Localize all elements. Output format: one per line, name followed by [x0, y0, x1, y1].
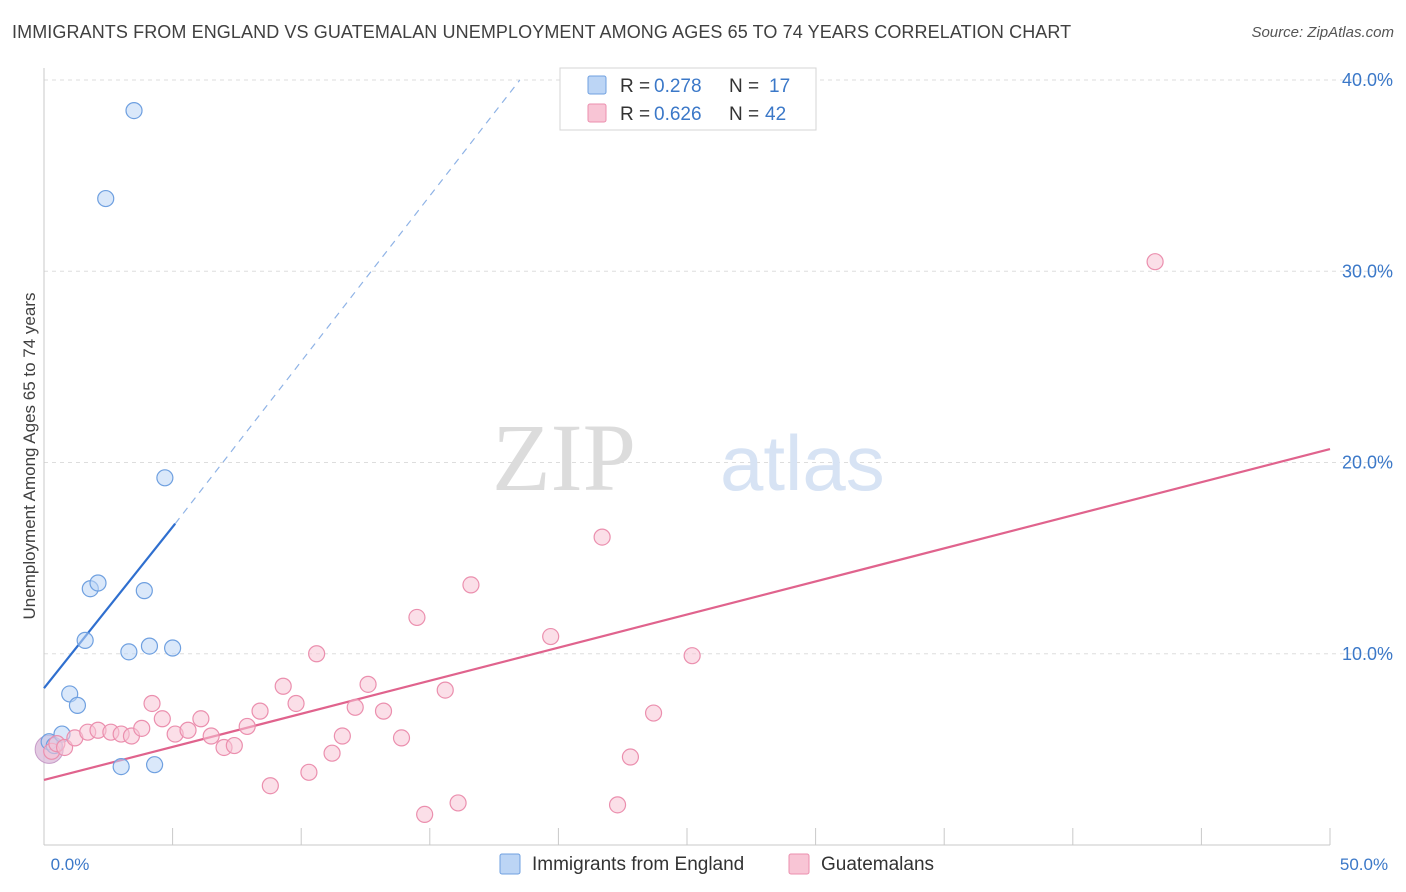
legend-swatch-england — [499, 853, 521, 875]
point-guatemalans-9 — [133, 719, 151, 737]
x-tick-label-max: 50.0% — [1340, 855, 1388, 874]
source-note: Source: ZipAtlas.com — [1251, 24, 1394, 41]
stats-legend: R = 0.278 N = 17 R = 0.626 N = 42 — [559, 67, 817, 131]
point-england-9 — [112, 757, 130, 776]
stats-r-value-england: 0.278 — [654, 76, 702, 97]
point-guatemalans-40 — [644, 704, 663, 722]
point-guatemalans-20 — [261, 777, 279, 795]
x-tick-label-min: 0.0% — [51, 855, 90, 874]
point-guatemalans-24 — [308, 645, 326, 663]
point-guatemalans-34 — [449, 794, 467, 812]
point-guatemalans-30 — [392, 729, 411, 747]
point-guatemalans-28 — [359, 675, 377, 693]
stats-r-value-guatemalans: 0.626 — [654, 104, 702, 125]
y-tick-labels: 10.0% 20.0% 30.0% 40.0% — [1342, 70, 1393, 664]
point-guatemalans-10 — [143, 694, 161, 713]
stats-swatch-england — [587, 75, 607, 95]
point-guatemalans-29 — [374, 702, 393, 720]
y-tick-label-20: 20.0% — [1342, 453, 1393, 473]
data-points — [34, 101, 1164, 824]
point-guatemalans-21 — [274, 677, 292, 695]
watermark-atlas: atlas — [720, 419, 885, 507]
point-guatemalans-32 — [416, 805, 434, 824]
point-guatemalans-27 — [346, 698, 364, 716]
stats-n-value-guatemalans: 42 — [765, 104, 786, 125]
y-tick-label-40: 40.0% — [1342, 70, 1393, 90]
stats-r-label-england: R = — [620, 76, 650, 97]
point-guatemalans-23 — [300, 763, 318, 781]
point-guatemalans-19 — [251, 702, 269, 720]
point-england-7 — [89, 574, 107, 592]
point-guatemalans-36 — [542, 627, 560, 646]
y-tick-label-30: 30.0% — [1342, 261, 1393, 281]
stats-n-label-england: N = — [729, 76, 759, 97]
point-england-8 — [97, 189, 115, 208]
y-axis-label: Unemployment Among Ages 65 to 74 years — [20, 293, 39, 620]
point-england-16 — [164, 639, 182, 657]
legend-label-guatemalans: Guatemalans — [821, 854, 934, 875]
point-guatemalans-17 — [225, 736, 243, 755]
point-guatemalans-14 — [192, 710, 210, 728]
point-guatemalans-33 — [436, 681, 454, 699]
trend-lines — [43, 79, 1331, 782]
y-tick-label-10: 10.0% — [1342, 644, 1393, 664]
stats-n-label-guatemalans: N = — [729, 104, 759, 125]
legend-swatch-guatemalans — [788, 853, 810, 875]
point-guatemalans-39 — [621, 748, 640, 766]
point-england-12 — [135, 582, 153, 600]
point-england-5 — [76, 631, 94, 649]
stats-n-value-england: 17 — [769, 76, 790, 97]
point-guatemalans-25 — [323, 744, 341, 762]
stats-r-label-guatemalans: R = — [620, 104, 650, 125]
trend-line-0 — [43, 523, 177, 689]
point-guatemalans-31 — [408, 608, 426, 627]
watermark-zip: ZIP — [492, 404, 636, 511]
point-guatemalans-11 — [153, 710, 171, 728]
point-guatemalans-18 — [238, 717, 256, 736]
point-guatemalans-15 — [202, 727, 220, 745]
watermark: ZIP atlas — [492, 404, 885, 511]
trend-line-extension-0 — [174, 79, 521, 525]
point-guatemalans-22 — [287, 694, 305, 713]
point-england-4 — [68, 696, 87, 714]
point-guatemalans-13 — [179, 721, 197, 739]
point-england-14 — [145, 756, 164, 774]
point-guatemalans-41 — [683, 647, 701, 665]
point-guatemalans-35 — [462, 576, 480, 594]
x-ticks — [172, 828, 1331, 845]
axes — [43, 68, 1330, 846]
trend-line-1 — [43, 448, 1331, 782]
point-guatemalans-37 — [593, 528, 611, 546]
point-england-11 — [125, 101, 143, 120]
gridlines — [44, 79, 1392, 655]
legend-label-england: Immigrants from England — [532, 854, 744, 875]
stats-swatch-guatemalans — [587, 103, 607, 123]
point-guatemalans-42 — [1146, 253, 1164, 271]
series-legend: Immigrants from England Guatemalans — [499, 853, 934, 875]
chart-title: IMMIGRANTS FROM ENGLAND VS GUATEMALAN UN… — [12, 22, 1072, 42]
point-england-13 — [140, 637, 159, 655]
point-guatemalans-26 — [333, 727, 351, 745]
point-guatemalans-38 — [608, 796, 627, 814]
point-england-15 — [156, 469, 174, 487]
point-england-10 — [120, 643, 138, 661]
